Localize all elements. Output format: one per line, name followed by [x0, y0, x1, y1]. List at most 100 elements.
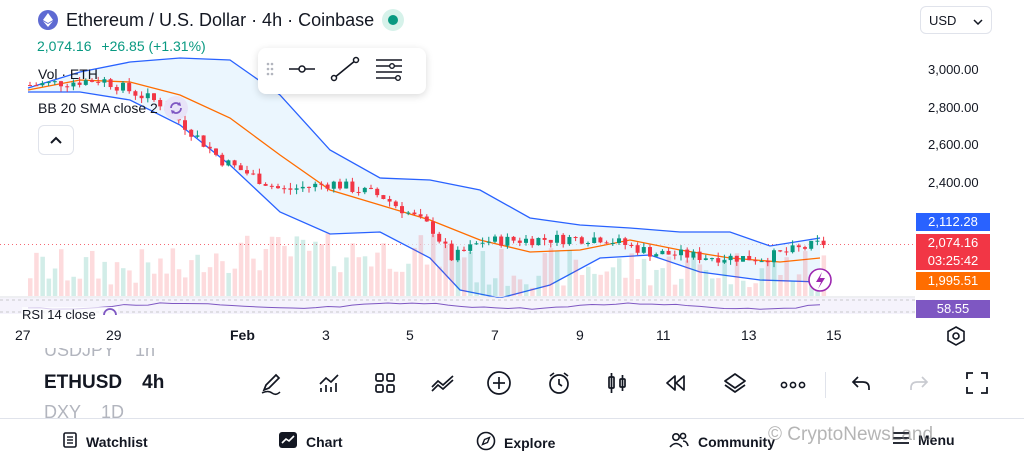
candle-body [201, 135, 206, 147]
volume-bar [356, 257, 362, 296]
candle-body [548, 239, 553, 243]
chart-toolbar [250, 368, 1010, 404]
layouts-button[interactable] [368, 368, 402, 402]
volume-bar [288, 256, 293, 296]
candle-body [381, 195, 386, 199]
volume-bar [145, 262, 151, 296]
indicators-button[interactable] [312, 368, 346, 402]
symbol-option-selected[interactable]: ETHUSD 4h [44, 372, 184, 394]
candle-body [468, 244, 473, 251]
volume-bar [300, 239, 306, 296]
candle-body [375, 188, 380, 196]
candle-body [83, 80, 88, 85]
chart-settings-button[interactable] [946, 326, 966, 351]
add-button[interactable] [482, 368, 516, 402]
candle-body [145, 93, 150, 99]
volume-bar [629, 253, 634, 296]
volume-bar [728, 284, 734, 296]
candle-body [629, 245, 634, 247]
volume-bar [257, 270, 262, 296]
candle-body [46, 81, 51, 84]
candle-body [499, 236, 504, 246]
nav-menu[interactable]: Menu [892, 431, 955, 448]
redo-icon [908, 373, 930, 398]
volume-bar [505, 285, 510, 296]
volume-bar [648, 285, 653, 296]
nav-community[interactable]: Community [668, 431, 775, 452]
candle-body [350, 181, 355, 192]
volume-legend[interactable]: Vol · ETH [38, 66, 98, 82]
volume-bar [666, 256, 672, 296]
volume-bar [635, 279, 641, 296]
trend-line-icon[interactable] [330, 56, 360, 87]
fullscreen-button[interactable] [960, 368, 994, 402]
candle-body [474, 243, 479, 245]
candle-body [133, 91, 138, 96]
bollinger-legend[interactable]: BB 20 SMA close 2 [38, 96, 188, 120]
volume-bar [170, 248, 176, 296]
candle-body [331, 181, 336, 189]
nav-explore[interactable]: Explore [476, 431, 555, 454]
people-icon [668, 431, 690, 452]
undo-icon [850, 373, 872, 398]
nav-chart[interactable]: Chart [278, 431, 343, 452]
volume-bar [765, 260, 771, 296]
candle-body [654, 254, 659, 257]
symbol-picker[interactable]: USDJPY 1h ETHUSD 4h DXY 1D [44, 348, 184, 418]
volume-bar [555, 251, 560, 296]
object-tree-icon[interactable] [374, 56, 404, 87]
volume-bar [803, 251, 808, 296]
volume-bar [338, 272, 343, 296]
volume-bar [350, 243, 355, 296]
layers-button[interactable] [718, 368, 752, 402]
symbol-option[interactable]: DXY 1D [44, 402, 184, 418]
volume-bar [703, 270, 709, 296]
volume-bar [65, 280, 70, 296]
volume-bar [617, 258, 622, 296]
symbol-header[interactable]: Ethereum / U.S. Dollar · 4h · Coinbase [38, 9, 405, 31]
draw-button[interactable] [254, 368, 288, 402]
candle-body [77, 82, 82, 85]
add-icon [486, 370, 512, 401]
candle-body [257, 173, 262, 184]
volume-bar [400, 271, 405, 296]
volume-bar [77, 278, 83, 296]
candle-body [356, 191, 361, 193]
alert-icon [546, 370, 572, 401]
volume-bar [710, 278, 715, 296]
chevron-up-icon [50, 131, 62, 149]
currency-value: USD [929, 12, 957, 28]
price-chart[interactable] [0, 0, 1024, 330]
volume-bar [362, 256, 368, 296]
volume-bar [592, 273, 597, 296]
collapse-legend-button[interactable] [38, 125, 74, 155]
nav-watchlist[interactable]: Watchlist [62, 431, 148, 452]
compass-icon [476, 431, 496, 454]
volume-bar [176, 269, 182, 296]
candle-body [511, 236, 516, 241]
nav-chart-label: Chart [306, 433, 343, 450]
chart-type-icon [429, 371, 457, 400]
candles-button[interactable] [600, 368, 634, 402]
rsi-legend[interactable]: RSI 14 close [22, 307, 118, 322]
candle-body [238, 165, 243, 171]
redo-button[interactable] [902, 368, 936, 402]
alert-button[interactable] [542, 368, 576, 402]
market-open-icon [382, 9, 405, 31]
candle-body [52, 81, 57, 83]
more-button[interactable] [776, 368, 810, 402]
candle-body [362, 187, 367, 193]
drag-handle-icon[interactable] [266, 61, 274, 82]
replay-button[interactable] [658, 368, 692, 402]
chart-type-button[interactable] [426, 368, 460, 402]
horizontal-ray-icon[interactable] [288, 59, 316, 84]
candle-body [604, 242, 609, 244]
volume-bar [772, 261, 777, 296]
candle-body [505, 236, 510, 246]
undo-button[interactable] [844, 368, 878, 402]
volume-bar [52, 268, 58, 296]
currency-select[interactable]: USD [920, 6, 992, 34]
candle-body [567, 237, 572, 245]
symbol-option[interactable]: USDJPY 1h [44, 348, 184, 361]
volume-bar [691, 256, 696, 296]
